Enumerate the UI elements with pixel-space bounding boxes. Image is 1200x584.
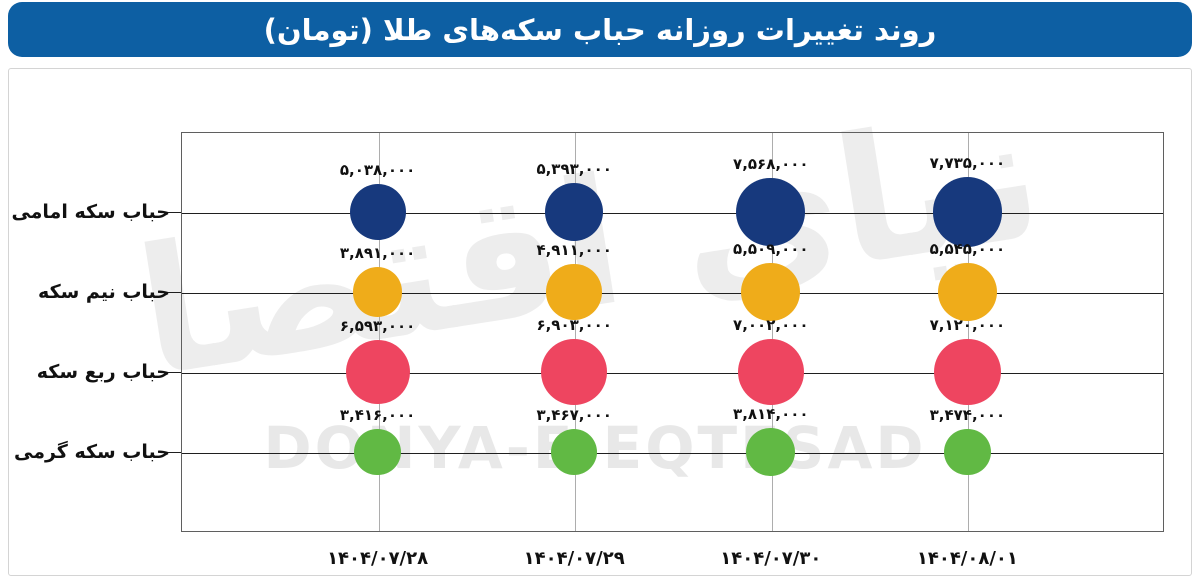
y-axis-label: حباب نیم سکه (38, 281, 170, 303)
gridline-horizontal (182, 453, 1163, 454)
data-bubble (741, 262, 801, 322)
bubble-value-label: ۴,۹۱۱,۰۰۰ (536, 241, 612, 260)
x-axis-label: ۱۴۰۴/۰۸/۰۱ (916, 548, 1018, 569)
bubble-value-label: ۵,۰۳۸,۰۰۰ (339, 160, 416, 179)
gridline-horizontal (182, 373, 1163, 374)
y-axis-label: حباب سکه گرمی (13, 441, 170, 463)
bubble-value-label: ۳,۴۷۴,۰۰۰ (929, 405, 1006, 424)
x-axis-label: ۱۴۰۴/۰۷/۲۹ (523, 548, 625, 569)
x-axis-label: ۱۴۰۴/۰۷/۲۸ (327, 548, 429, 569)
bubble-value-label: ۷,۱۲۰,۰۰۰ (929, 315, 1006, 334)
bubble-value-label: ۷,۷۳۵,۰۰۰ (929, 154, 1006, 173)
gridline-horizontal (182, 293, 1163, 294)
gridline-vertical (378, 133, 380, 531)
bubble-value-label: ۳,۸۹۱,۰۰۰ (339, 244, 416, 263)
bubble-value-label: ۶,۹۰۳,۰۰۰ (536, 316, 612, 335)
gridline-vertical (771, 133, 773, 531)
data-bubble (934, 338, 1001, 406)
bubble-value-label: ۵,۵۴۵,۰۰۰ (929, 239, 1006, 258)
data-bubble (541, 339, 608, 405)
bubble-value-label: ۳,۸۱۴,۰۰۰ (733, 404, 809, 423)
gridline-vertical (968, 133, 970, 531)
chart-title: روند تغییرات روزانه حباب سکه‌های طلا (تو… (263, 12, 937, 47)
data-bubble (932, 177, 1003, 247)
x-axis-label: ۱۴۰۴/۰۷/۳۰ (720, 548, 822, 569)
data-bubble (944, 428, 991, 476)
bubble-value-label: ۳,۴۱۶,۰۰۰ (339, 405, 416, 424)
bubble-value-label: ۵,۵۰۹,۰۰۰ (733, 239, 809, 258)
y-axis-label: حباب سکه امامی (11, 201, 170, 223)
plot-area (181, 132, 1164, 532)
data-bubble (746, 427, 796, 477)
y-axis-tick (167, 212, 181, 213)
chart-card (8, 68, 1192, 576)
data-bubble (937, 262, 997, 322)
data-bubble (345, 339, 410, 405)
gridline-vertical (575, 133, 577, 531)
data-bubble (546, 264, 602, 320)
bubble-value-label: ۵,۳۹۳,۰۰۰ (536, 159, 612, 178)
data-bubble (349, 183, 406, 241)
bubble-value-label: ۳,۴۶۷,۰۰۰ (536, 405, 612, 424)
bubble-value-label: ۷,۵۶۸,۰۰۰ (733, 154, 809, 173)
y-axis-tick (167, 372, 181, 373)
y-axis-tick (167, 292, 181, 293)
y-axis-tick (167, 452, 181, 453)
gridline-horizontal (182, 213, 1163, 214)
data-bubble (545, 182, 604, 242)
data-bubble (550, 428, 598, 476)
chart-title-bar: روند تغییرات روزانه حباب سکه‌های طلا (تو… (8, 2, 1192, 57)
y-axis-label: حباب ربع سکه (36, 361, 170, 383)
bubble-value-label: ۶,۵۹۳,۰۰۰ (339, 316, 416, 335)
data-bubble (737, 338, 804, 406)
data-bubble (736, 177, 806, 247)
bubble-value-label: ۷,۰۰۲,۰۰۰ (733, 315, 809, 334)
data-bubble (354, 428, 401, 476)
data-bubble (352, 267, 403, 317)
